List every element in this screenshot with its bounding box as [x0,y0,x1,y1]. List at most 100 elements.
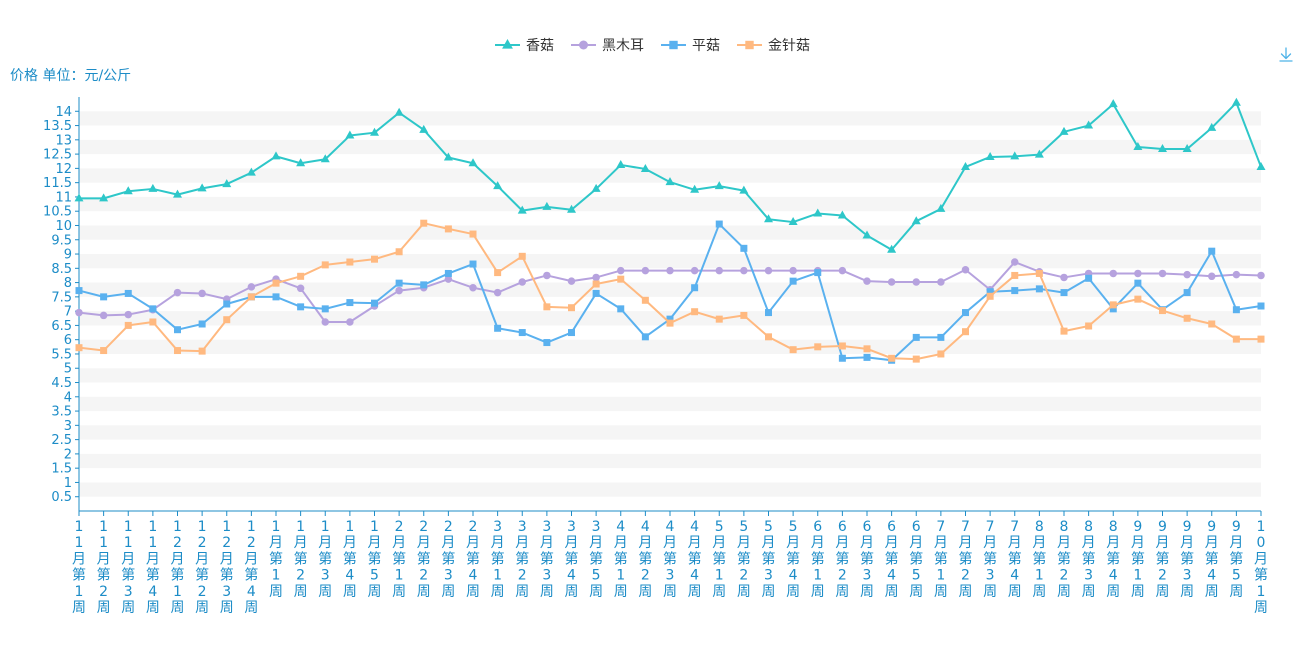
legend-symbol[interactable] [502,39,513,49]
data-point[interactable] [174,326,181,334]
data-point[interactable] [789,266,797,275]
data-point[interactable] [443,152,453,161]
data-point[interactable] [246,167,256,176]
data-point[interactable] [592,273,600,282]
data-point[interactable] [961,161,970,170]
data-point[interactable] [937,350,945,358]
data-point[interactable] [272,279,280,287]
data-point[interactable] [198,347,206,355]
data-point[interactable] [1232,306,1240,314]
data-point[interactable] [1134,269,1142,278]
data-point[interactable] [1035,269,1043,277]
data-point[interactable] [297,272,305,280]
data-point[interactable] [1010,151,1020,160]
data-point[interactable] [837,210,847,219]
data-point[interactable] [1060,273,1068,282]
data-point[interactable] [148,183,158,192]
data-point[interactable] [1134,295,1142,303]
data-point[interactable] [517,205,527,214]
data-point[interactable] [75,287,83,295]
data-point[interactable] [691,308,699,316]
data-point[interactable] [1011,271,1019,279]
data-point[interactable] [937,278,945,286]
data-point[interactable] [198,289,206,298]
data-point[interactable] [149,318,157,326]
data-point[interactable] [297,303,305,311]
data-point[interactable] [789,277,797,285]
data-point[interactable] [568,304,575,312]
data-point[interactable] [617,305,625,313]
data-point[interactable] [518,329,526,337]
data-point[interactable] [494,269,502,277]
data-point[interactable] [468,158,478,167]
data-point[interactable] [912,278,921,286]
data-point[interactable] [1011,287,1019,295]
data-point[interactable] [222,179,232,188]
data-point[interactable] [592,280,600,288]
data-point[interactable] [838,342,846,350]
data-point[interactable] [444,225,452,233]
data-point[interactable] [962,328,969,336]
data-point[interactable] [469,283,477,292]
data-point[interactable] [518,278,527,286]
data-point[interactable] [1257,271,1265,280]
data-point[interactable] [814,343,822,351]
data-point[interactable] [99,193,109,202]
data-point[interactable] [567,204,576,213]
data-point[interactable] [1085,322,1093,330]
data-point[interactable] [1133,141,1143,150]
data-point[interactable] [616,159,626,168]
data-point[interactable] [173,288,182,297]
data-point[interactable] [1232,335,1240,343]
data-point[interactable] [420,281,428,289]
data-point[interactable] [1084,120,1094,129]
data-point[interactable] [321,305,329,313]
data-point[interactable] [1207,122,1217,131]
data-point[interactable] [469,230,477,238]
data-point[interactable] [592,289,600,297]
legend-symbol[interactable] [579,40,588,50]
data-point[interactable] [714,181,724,190]
legend-symbol[interactable] [669,40,678,50]
data-point[interactable] [542,201,552,210]
data-point[interactable] [1183,314,1191,322]
data-point[interactable] [985,151,995,160]
data-point[interactable] [764,214,773,223]
data-point[interactable] [75,344,83,352]
data-point[interactable] [1034,149,1044,158]
data-point[interactable] [666,315,674,323]
data-point[interactable] [1231,97,1241,106]
data-point[interactable] [887,244,897,253]
data-point[interactable] [494,324,502,332]
data-point[interactable] [1208,272,1216,281]
data-point[interactable] [1158,269,1167,278]
data-point[interactable] [518,252,526,260]
data-point[interactable] [247,293,255,301]
data-point[interactable] [345,130,355,139]
data-point[interactable] [715,266,724,275]
data-point[interactable] [1134,279,1142,287]
data-point[interactable] [1108,99,1118,108]
data-point[interactable] [962,309,969,317]
data-point[interactable] [296,284,305,293]
data-point[interactable] [493,288,502,297]
data-point[interactable] [912,355,920,363]
data-point[interactable] [665,177,675,186]
data-point[interactable] [788,217,798,226]
data-point[interactable] [739,185,749,194]
data-point[interactable] [223,300,231,308]
data-point[interactable] [346,318,354,326]
data-point[interactable] [543,339,551,347]
data-point[interactable] [1182,143,1192,152]
data-point[interactable] [937,333,945,341]
legend[interactable]: 香菇 黑木耳 平菇 金针菇 [495,38,810,54]
data-point[interactable] [198,320,206,328]
data-point[interactable] [543,303,551,311]
data-point[interactable] [346,258,354,266]
data-point[interactable] [936,203,946,212]
data-point[interactable] [74,193,84,202]
data-point[interactable] [765,333,772,341]
data-point[interactable] [568,329,575,337]
data-point[interactable] [1208,320,1216,328]
data-point[interactable] [321,318,330,326]
